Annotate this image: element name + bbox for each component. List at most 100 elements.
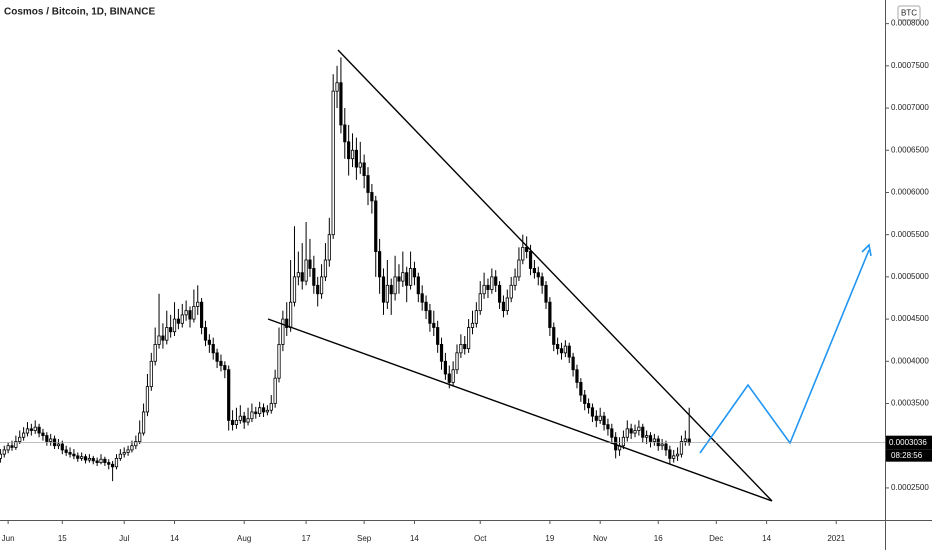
candle-body [590,407,595,417]
candle-body [505,297,509,312]
candle-body [107,462,111,465]
candle-body [633,430,637,434]
candle-body [80,456,84,459]
candle-body [219,360,223,366]
candle-body [165,327,169,341]
candle-body [358,162,362,168]
candle-body [169,327,173,333]
candle-body [296,272,300,278]
candle-body [138,432,142,442]
candle-body [412,268,417,278]
y-tick-label: 0.0005000 [891,272,929,281]
candle-body [652,438,656,442]
currency-box[interactable] [897,5,921,21]
candle-body [664,443,668,451]
candle-body [579,382,583,396]
candle-body [463,344,467,350]
candle-body [308,259,312,269]
candle-body [625,428,629,438]
x-tick-label: Jul [119,534,129,543]
candle-body [188,310,192,320]
candle-body [672,455,676,459]
countdown-box [886,449,932,462]
x-tick-label: 14 [170,534,179,543]
x-tick-label: 17 [302,534,311,543]
candle-body [238,415,242,421]
candle-body [122,452,126,455]
candle-body [6,445,10,451]
candle-body [408,268,413,286]
candle-body [428,310,432,324]
candle-body [211,344,215,354]
candle-body [269,403,273,411]
candle-body [459,344,463,354]
candle-body [304,259,308,282]
y-tick-label: 0.0004500 [891,314,929,323]
candle-body [478,293,482,312]
candle-body [668,449,672,459]
candle-body [200,301,204,328]
candle-body [350,149,355,160]
candle-body [246,418,250,423]
candle-body [114,457,119,468]
candle-body [18,436,22,442]
candle-body [323,259,328,278]
candle-body [103,458,107,463]
candle-body [509,284,513,299]
candle-body [544,284,548,303]
candle-body [563,345,567,354]
candle-body [528,251,533,269]
candle-body [517,259,521,278]
y-tick-label: 0.0008000 [891,19,929,28]
candle-body [536,272,540,278]
candle-body [83,456,88,461]
currency-label: BTC [901,9,917,18]
candle-body [176,318,180,324]
candle-body [354,149,358,168]
candles [0,57,691,482]
candle-body [29,428,33,431]
candle-body [192,306,196,320]
y-tick-label: 0.0002500 [891,483,929,492]
candle-body [374,200,378,252]
candle-body [316,284,320,295]
candle-body [118,453,122,459]
candle-body [0,453,2,459]
candle-body [335,82,339,92]
candle-body [436,327,440,345]
x-tick-label: 14 [410,534,419,543]
chart-title: Cosmos / Bitcoin, 1D, BINANCE [4,7,155,18]
current-price-label: 0.0003036 [889,438,927,447]
candle-body [420,293,424,303]
candle-body [2,449,6,455]
candle-body [52,438,57,447]
candle-body [401,272,405,282]
candle-body [95,460,99,463]
candle-body [610,428,614,438]
candle-body [594,415,598,421]
candle-body [513,276,517,286]
candle-body [134,441,138,447]
candle-body [347,141,351,160]
candle-body [362,162,366,176]
candle-body [552,327,556,345]
candle-body [223,365,227,371]
candle-body [60,443,64,451]
candle-body [33,426,37,431]
x-tick-label: 2021 [827,534,845,543]
candle-body [583,394,587,404]
candle-body [467,327,471,350]
current-price-box [886,435,932,450]
candle-body [234,419,239,426]
candle-body [180,314,184,324]
y-tick-label: 0.0006000 [891,188,929,197]
candle-body [141,411,146,434]
candle-body [641,426,645,438]
candle-body [250,411,254,420]
candle-body [319,276,324,295]
candle-body [149,360,153,388]
candle-body [424,301,428,312]
x-tick-label: Nov [593,534,607,543]
candle-body [532,268,537,274]
